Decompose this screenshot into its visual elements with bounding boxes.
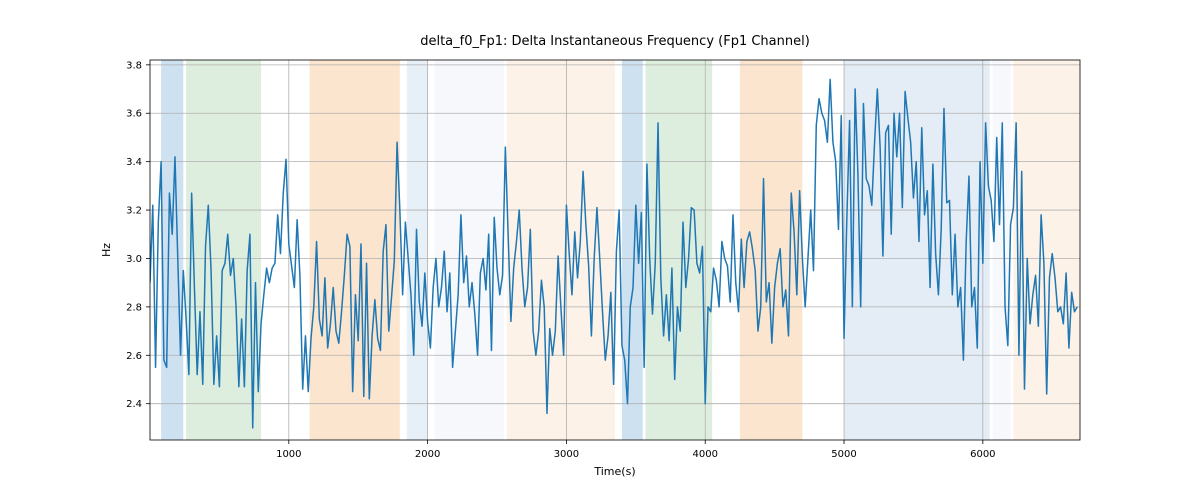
x-tick-label: 2000 <box>415 449 440 460</box>
chart-container: 1000 2000 3000 4000 5000 6000 2.4 2.6 2.8 3.0 3.2 3… <box>0 0 1200 500</box>
x-tick-label: 6000 <box>970 449 995 460</box>
x-tick-label: 4000 <box>692 449 717 460</box>
chart-title: delta_f0_Fp1: Delta Instantaneous Freque… <box>420 34 810 49</box>
shaded-region <box>740 60 802 440</box>
y-tick-label: 3.4 <box>126 157 142 168</box>
x-tick-label: 1000 <box>276 449 301 460</box>
y-tick-label: 3.6 <box>126 109 142 120</box>
line-chart: 1000 2000 3000 4000 5000 6000 2.4 2.6 2.8 3.0 3.2 3… <box>0 0 1200 500</box>
y-tick-label: 2.8 <box>126 302 142 313</box>
x-axis-label: Time(s) <box>593 465 635 478</box>
y-tick-label: 3.0 <box>126 254 142 265</box>
y-tick-label: 3.2 <box>126 206 142 217</box>
y-axis-label: Hz <box>100 243 113 257</box>
shaded-region <box>844 60 990 440</box>
shaded-region <box>161 60 183 440</box>
y-tick-label: 3.8 <box>126 60 142 71</box>
y-tick-label: 2.4 <box>126 399 142 410</box>
x-tick-label: 3000 <box>554 449 579 460</box>
shaded-region <box>993 60 1011 440</box>
x-tick-label: 5000 <box>831 449 856 460</box>
y-tick-label: 2.6 <box>126 351 142 362</box>
